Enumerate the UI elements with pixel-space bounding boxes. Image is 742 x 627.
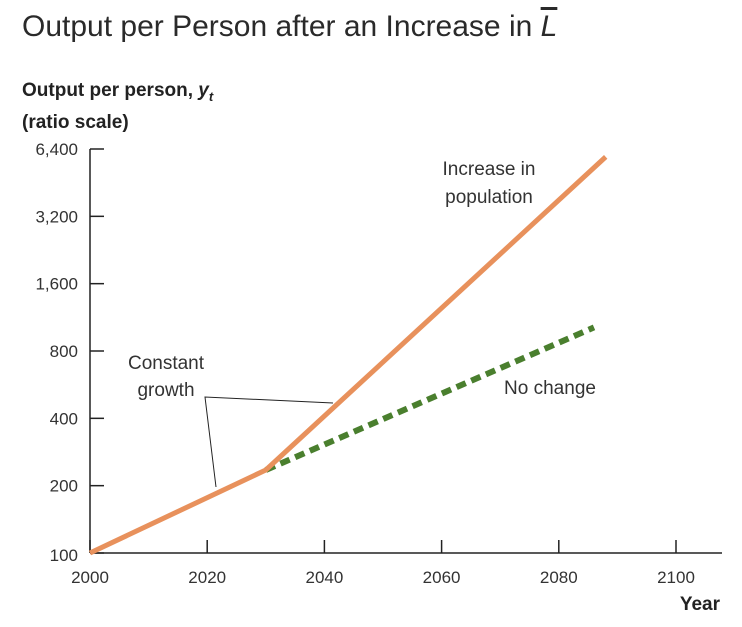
- series-line-increase: [88, 155, 608, 556]
- x-tick-label-2080: 2080: [540, 568, 578, 587]
- y-tick-label-3200: 3,200: [35, 207, 78, 226]
- constant-growth-pointer-lines: [204, 396, 334, 488]
- x-tick-label-2020: 2020: [188, 568, 226, 587]
- y-tick-label-800: 800: [50, 342, 78, 361]
- annotation-constant-line2: growth: [137, 380, 194, 401]
- annotation-constant-line1: Constant: [128, 353, 205, 374]
- chart-title-symbol: L: [540, 10, 558, 43]
- chart-title: Output per Person after an Increase in L: [22, 10, 557, 44]
- y-axis-subscript: t: [208, 88, 214, 104]
- x-tick-label-2040: 2040: [305, 568, 343, 587]
- y-axis-scale-note: (ratio scale): [22, 111, 129, 133]
- y-tick-label-200: 200: [50, 477, 78, 496]
- annotation-increase-line2: population: [445, 187, 533, 208]
- y-axis-label-symbol: yt: [198, 80, 214, 104]
- y-axis-label-text: Output per person,: [22, 80, 193, 101]
- y-axis-label: Output per person, yt (ratio scale): [22, 78, 213, 136]
- series-line-nochange: [264, 324, 596, 473]
- x-tick-label-2000: 2000: [71, 568, 109, 587]
- chart-title-text: Output per Person after an Increase in: [22, 10, 533, 43]
- y-tick-label-1600: 1,600: [35, 275, 78, 294]
- y-tick-label-6400: 6,400: [35, 140, 78, 159]
- annotation-increase-line1: Increase in: [443, 159, 536, 180]
- ticks: 2000 2020 2040 2060 2080 2100 100 200 400 800 1,60…: [35, 140, 694, 587]
- annotation-no-change: No change: [504, 378, 596, 399]
- constant-growth-pointers: [204, 396, 334, 488]
- y-tick-label-400: 400: [50, 409, 78, 428]
- x-axis-label: Year: [680, 594, 721, 615]
- y-axis-symbol: y: [198, 80, 209, 101]
- series-layer: [88, 155, 608, 556]
- x-tick-label-2060: 2060: [423, 568, 461, 587]
- y-tick-label-100: 100: [50, 546, 78, 565]
- x-tick-label-2100: 2100: [657, 568, 695, 587]
- axes: [89, 149, 722, 554]
